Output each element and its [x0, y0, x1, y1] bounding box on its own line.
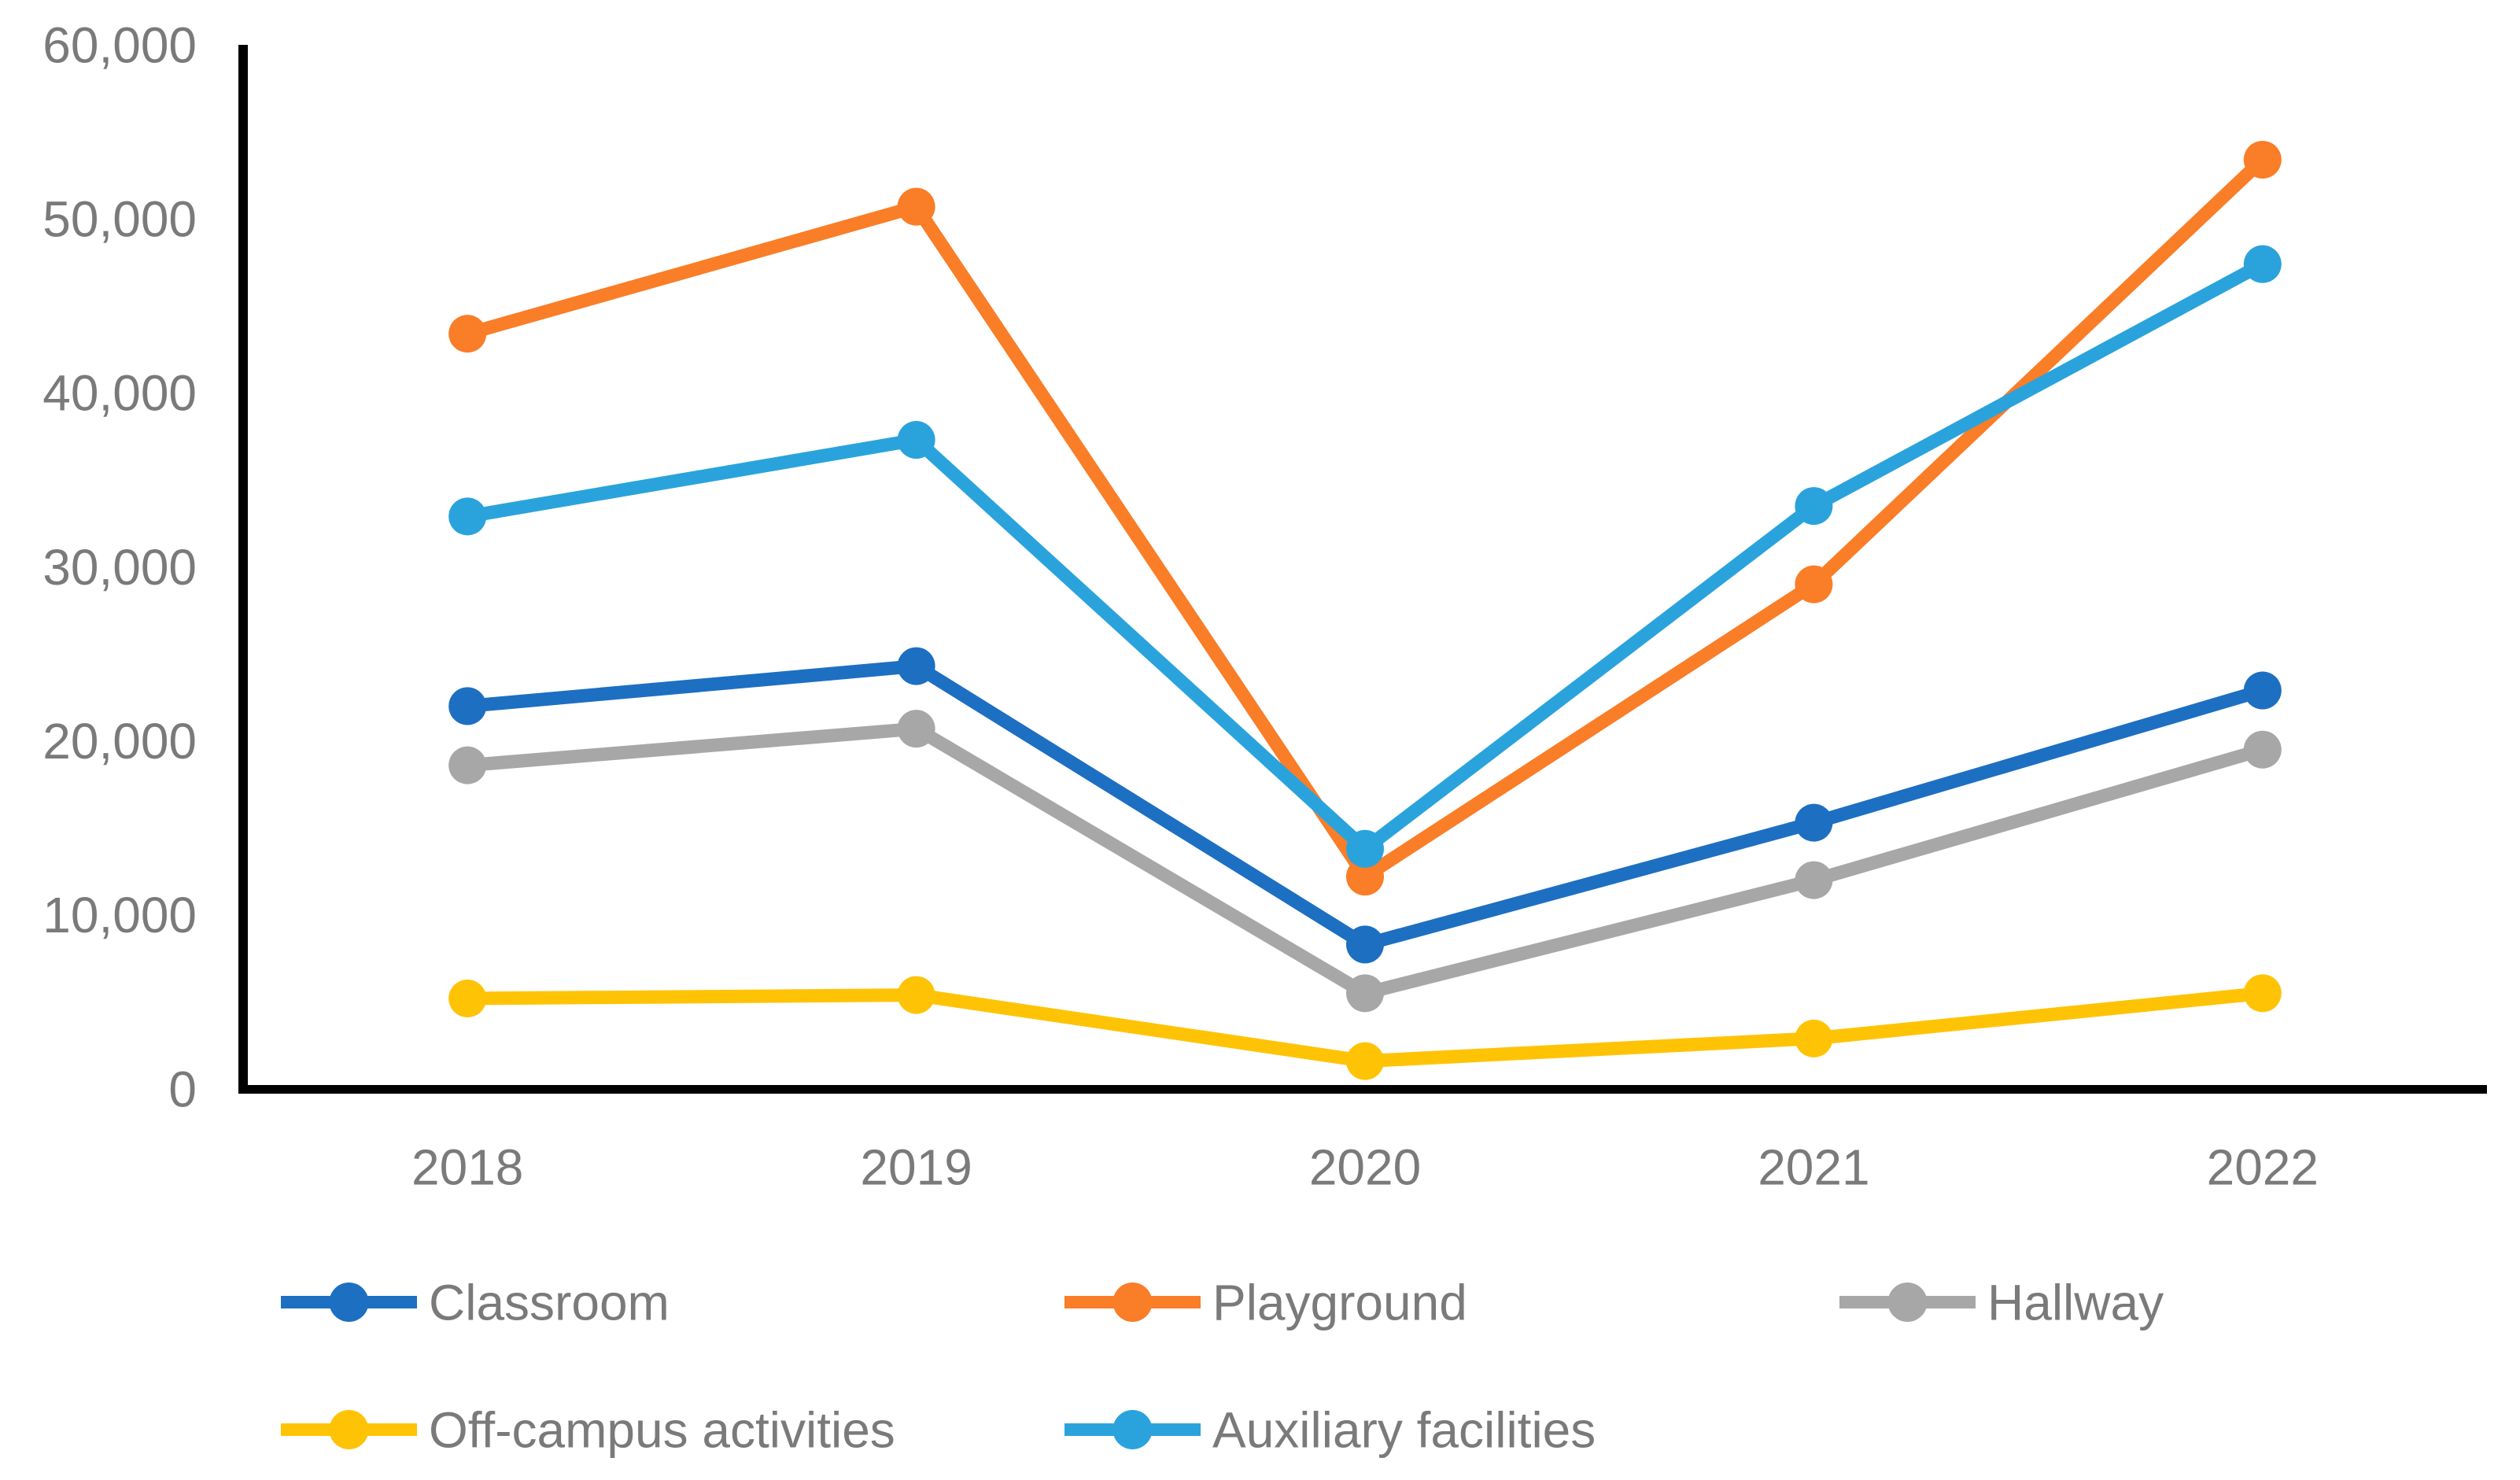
legend-label: Classroom: [429, 1274, 670, 1331]
x-tick-label: 2022: [2207, 1139, 2319, 1195]
series-line: [460, 659, 2270, 951]
data-point-marker: [2243, 245, 2282, 283]
data-point-marker: [448, 497, 487, 536]
data-point-marker: [1346, 925, 1384, 964]
data-point-marker: [1795, 803, 1833, 842]
x-tick-label: 2020: [1309, 1139, 1421, 1195]
x-tick-label: 2019: [860, 1139, 972, 1195]
series-hallway: [448, 710, 2282, 1013]
data-point-marker: [1346, 974, 1384, 1013]
y-tick-label: 40,000: [42, 365, 197, 422]
data-point-marker: [1795, 1019, 1833, 1057]
data-point-marker: [2243, 730, 2282, 769]
y-tick-label: 20,000: [42, 713, 197, 770]
legend-item-auxiliary-facilities: Auxiliary facilities: [1064, 1401, 1596, 1458]
legend-item-hallway: Hallway: [1839, 1274, 2164, 1331]
legend-item-playground: Playground: [1064, 1274, 1467, 1331]
legend-item-classroom: Classroom: [281, 1274, 670, 1331]
legend-label: Off-campus activities: [429, 1401, 895, 1458]
data-point-marker: [897, 187, 935, 226]
y-tick-label: 0: [168, 1061, 197, 1117]
series-classroom: [448, 647, 2282, 964]
data-point-marker: [448, 979, 487, 1017]
data-point-marker: [1795, 861, 1833, 899]
y-axis-labels: 0 10,000 20,000 30,000 40,000 50,000 60,000: [42, 17, 197, 1117]
series-line: [460, 257, 2270, 856]
data-point-marker: [448, 687, 487, 725]
data-point-marker: [1795, 565, 1833, 603]
data-point-marker: [1346, 1042, 1384, 1080]
legend-marker-dot: [329, 1283, 369, 1322]
series-auxiliary-facilities: [448, 245, 2282, 868]
data-point-marker: [2243, 671, 2282, 710]
data-point-marker: [897, 647, 935, 685]
y-tick-label: 50,000: [42, 191, 197, 248]
legend-marker-dot: [329, 1410, 369, 1449]
data-point-marker: [897, 976, 935, 1014]
legend-marker-dot: [1887, 1283, 1928, 1322]
series-off-campus-activities: [448, 974, 2282, 1080]
data-point-marker: [448, 315, 487, 353]
data-point-marker: [2243, 140, 2282, 179]
data-point-marker: [1795, 487, 1833, 526]
y-tick-label: 10,000: [42, 887, 197, 943]
x-tick-label: 2018: [411, 1139, 523, 1195]
legend-label: Hallway: [1987, 1274, 2164, 1331]
legend-marker-dot: [1112, 1283, 1153, 1322]
axes: [238, 45, 2487, 1094]
legend-marker-dot: [1112, 1410, 1153, 1449]
data-point-marker: [897, 710, 935, 748]
series-playground: [448, 140, 2282, 896]
legend-label: Playground: [1212, 1274, 1467, 1331]
legend-item-off-campus-activities: Off-campus activities: [281, 1401, 895, 1458]
x-axis-labels: 2018 2019 2020 2021 2022: [411, 1139, 2319, 1195]
y-tick-label: 60,000: [42, 17, 197, 73]
data-point-marker: [448, 746, 487, 784]
data-point-marker: [2243, 974, 2282, 1013]
data-point-marker: [1346, 858, 1384, 896]
data-point-marker: [1346, 829, 1384, 868]
series-lines: [448, 140, 2282, 1080]
legend: Classroom Playground Hallway Off-campus act…: [281, 1274, 2164, 1458]
legend-label: Auxiliary facilities: [1212, 1401, 1596, 1458]
data-point-marker: [897, 421, 935, 460]
x-tick-label: 2021: [1758, 1139, 1869, 1195]
y-tick-label: 30,000: [42, 539, 197, 596]
